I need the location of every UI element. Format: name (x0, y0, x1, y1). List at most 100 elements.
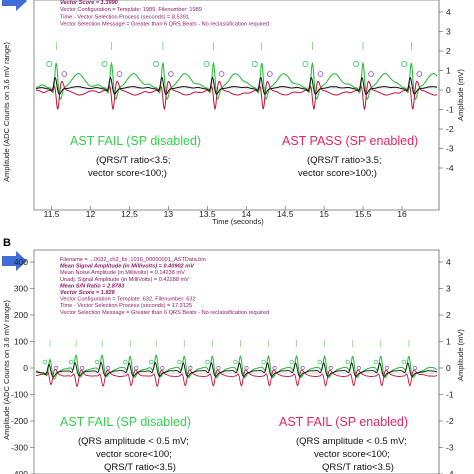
panel-b-left-tick-label-4: 100 (14, 337, 28, 347)
panel-b-beat-marker-green-12 (345, 359, 350, 365)
panel-a-beat-markers (46, 42, 423, 77)
panel-b-beat-marker-green-14 (401, 359, 407, 365)
panel-a-red-trace (36, 80, 438, 111)
panel-b-info-line-6: Vector Score = 1.828 (60, 290, 116, 296)
panel-b-right-result-title: AST FAIL (SP enabled) (279, 415, 408, 429)
panel-b-beat-marker-purple-13 (384, 365, 389, 371)
panel-b-left-tick-label-1: 400 (14, 257, 28, 267)
panel-b-beat-marker-green-8 (233, 359, 238, 365)
panel-a-x-tick-label-9: 15.5 (355, 209, 372, 219)
panel-b-beat-marker-purple-4 (134, 365, 139, 371)
panel-a-right-tick-label-6: -1 (446, 105, 454, 115)
panel-b-right-axis-label: Amplitude (mV) (456, 329, 465, 381)
panel-b: B Filename = ...0632_ch2_fix..1016_00000… (2, 237, 465, 474)
panel-a-right-tick-label-8: -3 (446, 144, 454, 154)
panel-a-right-tick-label-4: 1 (446, 66, 451, 76)
panel-a-x-axis: 11.5 12 12.5 13 13.5 14 14.5 15 15.5 16 (44, 206, 407, 219)
panel-b-green-trace (35, 354, 438, 380)
panel-b-beat-marker-purple-7 (216, 365, 221, 371)
panel-b-right-tick-label-7: -2 (446, 416, 454, 426)
panel-b-right-tick-label-3: 2 (446, 310, 451, 320)
panel-a-x-tick-label-2: 12 (86, 209, 96, 219)
panel-a-right-tick-label-1: 4 (446, 7, 451, 17)
panel-a-x-tick-label-5: 13.5 (199, 209, 216, 219)
panel-a-black-trace (35, 76, 438, 95)
panel-a-arrow-icon (2, 0, 27, 11)
panel-a-beat-marker-green-6 (302, 60, 309, 68)
panel-b-right-result-line-2: vector score<100; (314, 449, 390, 460)
panel-b-right-tick-label-5: 0 (446, 363, 451, 373)
panel-b-beat-marker-purple-6 (188, 365, 193, 371)
panel-b-right-tick-label-4: 1 (446, 337, 451, 347)
panel-b-beat-marker-purple-2 (80, 365, 85, 371)
panel-b-beat-marker-purple-9 (272, 365, 277, 371)
panel-a-green-trace (35, 61, 438, 101)
panel-b-beat-marker-purple-12 (356, 365, 361, 371)
panel-b-beat-marker-green-7 (205, 359, 210, 365)
panel-a-x-tick-label-6: 14 (241, 209, 251, 219)
panel-b-black-trace (36, 361, 438, 378)
panel-a-right-axis-label: Amplitude (mV) (456, 69, 465, 121)
panel-a-beat-marker-purple-4 (218, 71, 225, 77)
panel-b-info-line-7: Vector Configuration = Template: 632, Fi… (60, 297, 196, 303)
panel-a-info-line-1: Vector Score = 1.3990 (60, 0, 119, 6)
panel-a-beat-marker-green-8 (401, 60, 408, 68)
panel-b-beat-marker-green-3 (94, 359, 100, 365)
panel-b-right-axis: 4 3 2 1 0 -1 -2 -3 -4 (438, 250, 454, 474)
panel-b-left-result-line-1: (QRS amplitude < 0.5 mV; (78, 436, 189, 447)
panel-b-left-result-line-3: QRS/T ratio<3.5) (104, 462, 176, 473)
panel-b-beat-marker-green-9 (261, 359, 266, 365)
panel-a-right-tick-label-9: -4 (446, 163, 454, 173)
panel-a-beat-marker-green-3 (152, 60, 159, 68)
panel-b-beat-marker-green-10 (289, 359, 294, 365)
panel-b-right-tick-label-2: 3 (446, 284, 451, 294)
panel-b-beat-marker-green-13 (373, 359, 379, 365)
panel-a-x-tick-label-4: 13 (164, 209, 174, 219)
panel-a-right-axis: 4 3 2 1 0 -1 -2 -3 -4 (438, 0, 454, 210)
panel-a-left-result-line-2: vector score<100;) (88, 168, 167, 179)
panel-a-beat-marker-green-7 (352, 60, 360, 68)
panel-a-left-result-line-1: (QRS/T ratio<3.5; (96, 155, 171, 166)
panel-a-beat-marker-green-4 (203, 60, 210, 68)
panel-a-right-tick-label-7: -2 (446, 124, 454, 134)
panel-a-beat-marker-purple-7 (368, 71, 374, 77)
panel-a-beat-marker-purple-2 (116, 71, 123, 77)
panel-b-beat-marker-purple-11 (328, 365, 333, 371)
panel-a-right-tick-label-2: 3 (446, 27, 451, 37)
panel-a-x-tick-label-10: 16 (397, 209, 407, 219)
panel-a-x-axis-label: Time (seconds) (212, 217, 264, 226)
panel-b-left-axis: 400 300 200 100 0 -100 -200 -300 -400 (11, 257, 34, 474)
panel-a-x-tick-label-1: 11.5 (44, 209, 60, 219)
panel-a-info-line-4: Vector Selection Message = Greater than … (60, 22, 269, 28)
panel-a-info-line-3: Time - Vector Selection Process (seconds… (60, 14, 189, 20)
panel-b-beat-marker-green-6 (177, 359, 182, 365)
panel-b-info-block: Filename = ...0632_ch2_fix..1016_0000000… (60, 257, 269, 316)
panel-b-info-line-5: Mean S/N Ratio = 2.8783 (60, 283, 125, 289)
panel-a-right-result-title: AST PASS (SP enabled) (282, 134, 418, 148)
panel-b-left-tick-label-2: 300 (14, 284, 28, 294)
panel-b-beat-marker-purple-8 (244, 365, 249, 371)
panel-b-info-line-3: Mean Noise Amplitude (in Millivolts) = 0… (60, 270, 185, 276)
panel-a-beat-marker-purple-1 (61, 71, 68, 77)
panel-a-x-tick-label-8: 15 (319, 209, 329, 219)
panel-b-beat-marker-green-1 (42, 359, 48, 365)
panel-b-beat-marker-purple-1 (53, 365, 59, 371)
panel-b-beat-marker-purple-14 (412, 365, 418, 371)
panel-b-beat-marker-green-4 (123, 359, 128, 365)
panel-a-left-axis-label: Amplitude (ADC Counts on 3.6 mV range) (2, 42, 11, 182)
panel-b-right-result-line-3: QRS/T ratio<3.5) (322, 462, 394, 473)
panel-a-beat-marker-purple-3 (168, 71, 174, 77)
panel-b-left-tick-label-3: 200 (14, 310, 28, 320)
panel-a-info-line-2: Vector Configuration = Template: 1989, F… (60, 7, 202, 13)
panel-a-right-tick-label-3: 2 (446, 46, 451, 56)
panel-b-right-tick-label-6: -1 (446, 390, 454, 400)
panel-b-right-result-line-1: (QRS amplitude < 0.5 mV; (296, 436, 407, 447)
panel-b-info-line-2: Mean Signal Amplitude (in Millivolts) = … (60, 264, 195, 270)
panel-b-left-tick-label-8: -300 (11, 443, 28, 453)
panel-b-beat-marker-purple-5 (160, 365, 165, 371)
panel-a-right-result-line-2: vector score>100;) (298, 168, 377, 179)
panel-b-info-line-9: Vector Selection Message = Greater than … (60, 310, 269, 316)
